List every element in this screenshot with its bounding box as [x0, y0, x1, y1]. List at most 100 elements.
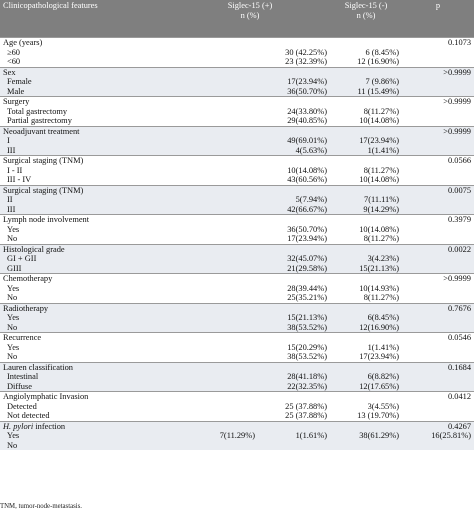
siglec-negative-value: 10(14.08%) — [359, 116, 399, 125]
row-label: Partial gastrectomy — [7, 116, 72, 125]
group-header-row: Angiolymphatic Invasion 0.0412 — [0, 391, 474, 402]
group-title: Surgery — [0, 96, 170, 107]
siglec-positive-value: 23 (32.39%) — [285, 57, 327, 66]
empty-cell — [170, 214, 402, 225]
row-label: Detected — [7, 401, 37, 411]
table-row: Not detected 25 (37.88%) 13 (19.70%) — [0, 411, 474, 421]
value-d — [402, 440, 474, 450]
value-a — [170, 440, 258, 450]
siglec-positive-value: 43(60.56%) — [287, 175, 327, 184]
siglec-positive-value: 28(41.18%) — [170, 372, 330, 382]
table-row: Male 36(50.70%) 11 (15.49%) — [0, 86, 474, 97]
table-row: Diffuse 22(32.35%) 12(17.65%) — [0, 381, 474, 392]
empty-cell — [402, 313, 474, 323]
group-header-row: Surgical staging (TNM) 0.0566 — [0, 155, 474, 166]
empty-cell — [170, 273, 402, 284]
table-row: Female 17(23.94%) 7 (9.86%) — [0, 77, 474, 87]
group-title: Lymph node involvement — [0, 214, 170, 225]
siglec-positive-value: 24(33.80%) — [287, 106, 327, 116]
siglec-positive-value: 17(23.94%) — [287, 234, 327, 243]
empty-cell — [402, 57, 474, 67]
siglec-positive-value: 21(29.58%) — [170, 263, 330, 274]
group-header-row: Radiotherapy 0.7676 — [0, 302, 474, 313]
p-value: 0.0022 — [402, 243, 474, 254]
header-siglec-positive-unit: n (%) — [240, 10, 260, 20]
empty-cell — [402, 145, 474, 156]
table-row: No 38(53.52%) 12(16.90%) — [0, 322, 474, 333]
p-value: 0.0546 — [402, 332, 474, 343]
siglec-positive-value: 10(14.08%) — [287, 165, 327, 175]
empty-cell — [402, 322, 474, 333]
table-row: Intestinal 28(41.18%) 6(8.82%) — [0, 372, 474, 382]
value-a: 7(11.29%) — [170, 431, 258, 441]
siglec-negative-value: 12 (16.90%) — [357, 57, 399, 66]
empty-cell — [402, 352, 474, 362]
empty-cell — [170, 332, 402, 343]
siglec-negative-value: 17(23.94%) — [359, 352, 399, 361]
row-label: III — [0, 204, 170, 215]
header-siglec-positive-title: Siglec-15 (+) — [227, 1, 273, 10]
row-label: II — [0, 195, 170, 205]
group-header-row: Surgical staging (TNM) 0.0075 — [0, 184, 474, 195]
table-row: II 5(7.94%) 7(11.11%) — [0, 195, 474, 205]
group-header-row: Histological grade 0.0022 — [0, 243, 474, 254]
p-value: 0.7676 — [402, 302, 474, 313]
siglec-negative-value: 11 (15.49%) — [330, 86, 402, 97]
siglec-negative-value: 1(1.41%) — [367, 342, 399, 352]
empty-cell — [402, 136, 474, 146]
header-siglec-negative: Siglec-15 (-) n (%) — [330, 0, 402, 38]
row-label: Intestinal — [0, 372, 170, 382]
table-row: No 17(23.94%) 8(11.27%) — [0, 234, 474, 244]
group-header-row: Surgery >0.9999 — [0, 96, 474, 107]
header-siglec-positive: Siglec-15 (+) n (%) — [170, 0, 330, 38]
p-value: 0.0566 — [402, 155, 474, 166]
group-title: Age (years) — [0, 37, 170, 48]
header-features: Clinicopathological features — [0, 0, 170, 38]
siglec-positive-value: 15(20.29%) — [287, 342, 327, 352]
empty-cell — [402, 86, 474, 97]
p-value: >0.9999 — [402, 125, 474, 136]
siglec-negative-value: 10(14.93%) — [359, 283, 399, 293]
group-header-row: Sex >0.9999 — [0, 66, 474, 77]
empty-cell — [170, 420, 402, 431]
empty-cell — [402, 381, 474, 392]
table-row: Yes 15(20.29%) 1(1.41%) — [0, 343, 474, 353]
table-row: III 4(5.63%) 1(1.41%) — [0, 145, 474, 156]
empty-cell — [402, 107, 474, 117]
table-row: Yes 15(21.13%) 6(8.45%) — [0, 313, 474, 323]
row-label: III - IV — [7, 175, 32, 184]
group-title: Radiotherapy — [0, 302, 170, 313]
siglec-positive-value: 25 (37.88%) — [285, 401, 327, 411]
empty-cell — [402, 234, 474, 244]
p-value: >0.9999 — [402, 96, 474, 107]
empty-cell — [170, 37, 402, 48]
row-label: <60 — [7, 57, 21, 66]
siglec-positive-value: 36(50.70%) — [170, 86, 330, 97]
empty-cell — [170, 302, 402, 313]
table-row: Detected 25 (37.88%) 3(4.55%) — [0, 402, 474, 412]
row-label: ≥60 — [7, 47, 20, 57]
row-label: I — [0, 136, 170, 146]
siglec-positive-value: 25(35.21%) — [287, 293, 327, 302]
header-siglec-negative-title: Siglec-15 (-) — [344, 1, 388, 10]
p-value: 0.1684 — [402, 361, 474, 372]
group-title: Surgical staging (TNM) — [0, 184, 170, 195]
siglec-positive-value: 28(39.44%) — [287, 283, 327, 293]
empty-cell — [170, 184, 402, 195]
group-title: Histological grade — [0, 243, 170, 254]
table-row: Yes 28(39.44%) 10(14.93%) — [0, 284, 474, 294]
row-label: GI + GII — [0, 254, 170, 264]
p-value: 0.0075 — [402, 184, 474, 195]
table-row: <60 23 (32.39%) 12 (16.90%) — [0, 57, 474, 67]
p-value: 0.1073 — [402, 37, 474, 48]
row-label: Female — [0, 77, 170, 87]
value-c: 38(61.29%) — [330, 431, 402, 441]
table-row: III - IV 43(60.56%) 10(14.08%) — [0, 175, 474, 185]
siglec-negative-value: 8(11.27%) — [363, 165, 399, 175]
siglec-negative-value: 10(14.08%) — [359, 175, 399, 184]
siglec-negative-value: 6(8.82%) — [330, 372, 402, 382]
empty-cell — [402, 411, 474, 421]
header-p: p — [402, 0, 474, 38]
siglec-positive-value: 30 (42.25%) — [285, 47, 327, 57]
